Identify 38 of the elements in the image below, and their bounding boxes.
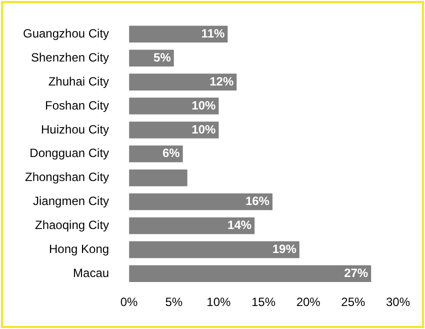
bar — [129, 122, 219, 138]
x-tick-label: 15% — [252, 295, 276, 310]
bar — [129, 74, 237, 90]
x-tick-label: 30% — [386, 295, 410, 310]
data-label: 10% — [192, 98, 216, 112]
y-tick-label: Macau — [73, 266, 110, 280]
x-tick-label: 0% — [120, 295, 138, 310]
bar — [129, 98, 219, 114]
bar — [129, 241, 300, 258]
data-label: 6% — [162, 146, 180, 160]
data-label: 11% — [201, 26, 225, 40]
data-label: 12% — [210, 74, 234, 88]
y-tick-label: Shenzhen City — [31, 50, 110, 64]
bar — [129, 217, 255, 234]
y-tick-label: Foshan City — [45, 98, 110, 112]
y-tick-label: Jiangmen City — [33, 194, 110, 208]
x-tick-label: 5% — [165, 295, 183, 310]
data-label: 27% — [344, 266, 368, 280]
data-label: 5% — [154, 50, 172, 64]
bar — [129, 265, 372, 282]
y-tick-label: Zhaoqing City — [35, 218, 110, 232]
x-tick-label: 10% — [206, 295, 232, 310]
x-tick-label: 25% — [341, 295, 366, 310]
data-label: 19% — [272, 242, 297, 256]
y-tick-label: Zhuhai City — [48, 74, 110, 88]
y-tick-label: Huizhou City — [41, 122, 110, 136]
y-tick-label: Hong Kong — [49, 242, 110, 256]
data-label: 10% — [192, 122, 216, 136]
y-tick-label: Zhongshan City — [25, 170, 110, 184]
bar — [129, 193, 272, 210]
y-tick-label: Dongguan City — [30, 146, 110, 160]
data-label: 16% — [245, 194, 270, 208]
bar — [129, 26, 228, 43]
bar — [129, 169, 188, 186]
data-label: 14% — [228, 218, 252, 232]
x-tick-label: 20% — [296, 295, 321, 310]
bar — [129, 146, 183, 162]
y-tick-label: Guangzhou City — [22, 26, 110, 40]
